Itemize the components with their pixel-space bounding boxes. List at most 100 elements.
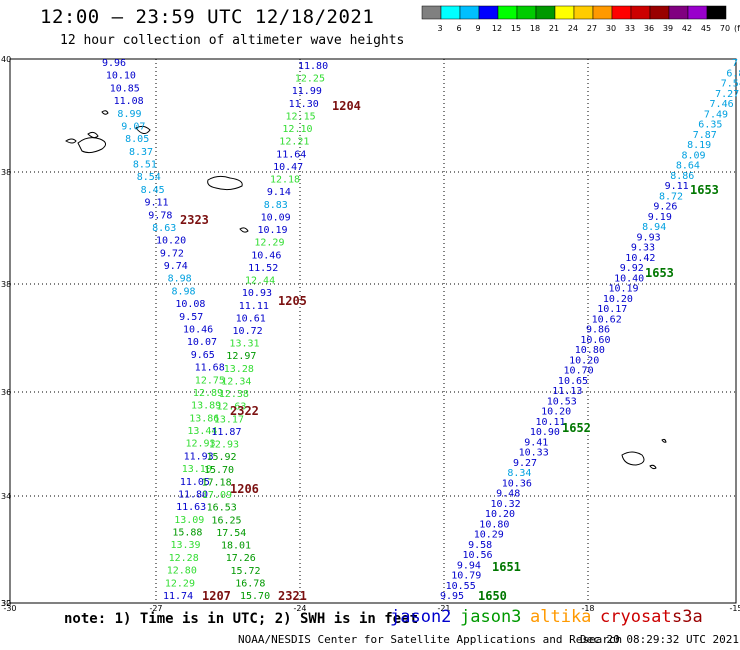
longitude-tick-label: -21: [437, 604, 450, 612]
colorbar-tick-label: 36: [644, 24, 654, 33]
wave-height-label: 8.83: [264, 200, 288, 211]
wave-height-label: 10.32: [491, 499, 521, 510]
wave-height-label: 10.62: [592, 314, 622, 325]
wave-height-label: 12.29: [254, 238, 284, 249]
wave-height-label: 12.44: [245, 276, 275, 287]
wave-height-label: 9.27: [513, 458, 537, 469]
wave-height-label: 17.18: [201, 477, 231, 488]
wave-height-label: 8.34: [507, 468, 531, 479]
wave-height-label: 10.40: [614, 273, 644, 284]
island-outline: [77, 137, 106, 154]
latitude-tick-label: 40: [1, 55, 11, 64]
wave-height-label: 7.4: [732, 58, 740, 69]
wave-height-label: 10.20: [569, 355, 599, 366]
colorbar-tick-label: 9: [475, 24, 480, 33]
wave-height-label: 8.51: [133, 160, 157, 171]
wave-height-label: 10.47: [273, 162, 303, 173]
wave-height-label: 8.98: [171, 286, 195, 297]
wave-height-label: 15.70: [240, 591, 270, 602]
wave-height-label: 13.31: [229, 339, 259, 350]
longitude-tick-label: -15: [729, 604, 740, 612]
wave-height-label: 11.99: [292, 86, 322, 97]
wave-height-label: 7.27: [715, 89, 739, 100]
island-outline: [649, 464, 657, 470]
wave-height-label: 7.46: [710, 99, 734, 110]
wave-height-label: 11.05: [180, 477, 210, 488]
wave-height-label: 10.93: [242, 288, 272, 299]
wave-height-label: 16.78: [235, 578, 265, 589]
wave-height-label: 11.87: [211, 427, 241, 438]
wave-height-label: 10.85: [110, 83, 140, 94]
wave-height-label: 8.98: [168, 274, 192, 285]
wave-height-label: 12.21: [279, 137, 309, 148]
wave-height-label: 10.80: [575, 345, 605, 356]
credit-line: NOAA/NESDIS Center for Satellite Applica…: [238, 633, 623, 646]
colorbar-tick-label: 24: [568, 24, 578, 33]
wave-height-label: 8.86: [670, 171, 694, 182]
wave-height-label: 11.80: [178, 489, 208, 500]
wave-height-label: 11.52: [248, 263, 278, 274]
latitude-tick-label: 36: [1, 388, 11, 397]
wave-height-label: 12.18: [270, 175, 300, 186]
island-outline: [65, 138, 77, 144]
wave-height-label: 9.41: [524, 437, 548, 448]
wave-height-label: 10.20: [156, 236, 186, 247]
wave-height-label: 10.60: [580, 335, 610, 346]
wave-height-label: 9.92: [620, 263, 644, 274]
wave-height-label: 13.89: [191, 401, 221, 412]
legend-altika: altika: [530, 607, 592, 627]
longitude-tick-label: -30: [3, 604, 16, 612]
wave-height-label: 11.64: [276, 149, 306, 160]
longitude-tick-label: -18: [581, 604, 594, 612]
colorbar-tick-label: 21: [549, 24, 559, 33]
latitude-tick-label: 38: [1, 168, 11, 177]
wave-height-label: 9.48: [496, 489, 520, 500]
wave-height-label: 9.33: [631, 243, 655, 254]
colorbar-tick-label: 30: [606, 24, 616, 33]
pass-time-label: 1653: [645, 266, 674, 280]
wave-height-label: 10.20: [603, 294, 633, 305]
wave-height-label: 10.20: [485, 509, 515, 520]
wave-height-label: 9.14: [267, 187, 291, 198]
wave-height-label: 10.29: [474, 530, 504, 541]
wave-height-label: 11.30: [289, 99, 319, 110]
wave-height-label: 12.93: [185, 439, 215, 450]
colorbar-tick-label: 18: [530, 24, 540, 33]
page-subtitle: 12 hour collection of altimeter wave hei…: [60, 33, 405, 48]
wave-height-label: 8.37: [129, 147, 153, 158]
wave-height-label: 11.63: [176, 502, 206, 513]
wave-height-label: 12.63: [216, 402, 246, 413]
island-outline: [661, 438, 667, 443]
wave-height-label: 10.19: [608, 284, 638, 295]
wave-height-label: 8.54: [137, 172, 161, 183]
page-title: 12:00 – 23:59 UTC 12/18/2021: [40, 6, 375, 28]
wave-height-label: 12.93: [209, 440, 239, 451]
wave-height-label: 13.10: [182, 464, 212, 475]
wave-height-label: 12.25: [295, 74, 325, 85]
wave-height-label: 10.09: [261, 212, 291, 223]
wave-height-label: 9.72: [160, 248, 184, 259]
wave-height-label: 17.26: [226, 553, 256, 564]
wave-height-label: 12.34: [221, 376, 251, 387]
wave-height-label: 8.94: [642, 222, 666, 233]
wave-height-label: 10.10: [106, 71, 136, 82]
wave-height-label: 12.89: [193, 388, 223, 399]
wave-height-label: 17.54: [216, 528, 246, 539]
wave-height-label: 9.74: [164, 261, 188, 272]
wave-height-label: 7.87: [693, 130, 717, 141]
wave-height-label: 10.20: [541, 407, 571, 418]
island-outline: [135, 125, 151, 134]
wave-height-label: 9.78: [148, 210, 172, 221]
wave-height-label: 15.88: [172, 528, 202, 539]
wave-height-label: 10.53: [547, 396, 577, 407]
wave-height-label: 13.39: [170, 540, 200, 551]
wave-height-label: 13.17: [214, 414, 244, 425]
colorbar-tick-label: 39: [663, 24, 673, 33]
wave-height-label: 12.28: [169, 553, 199, 564]
wave-height-label: 12.38: [219, 389, 249, 400]
wave-height-label: 13.86: [189, 413, 219, 424]
colorbar-swatch: [706, 5, 727, 20]
legend-jason2: jason2: [390, 607, 452, 627]
